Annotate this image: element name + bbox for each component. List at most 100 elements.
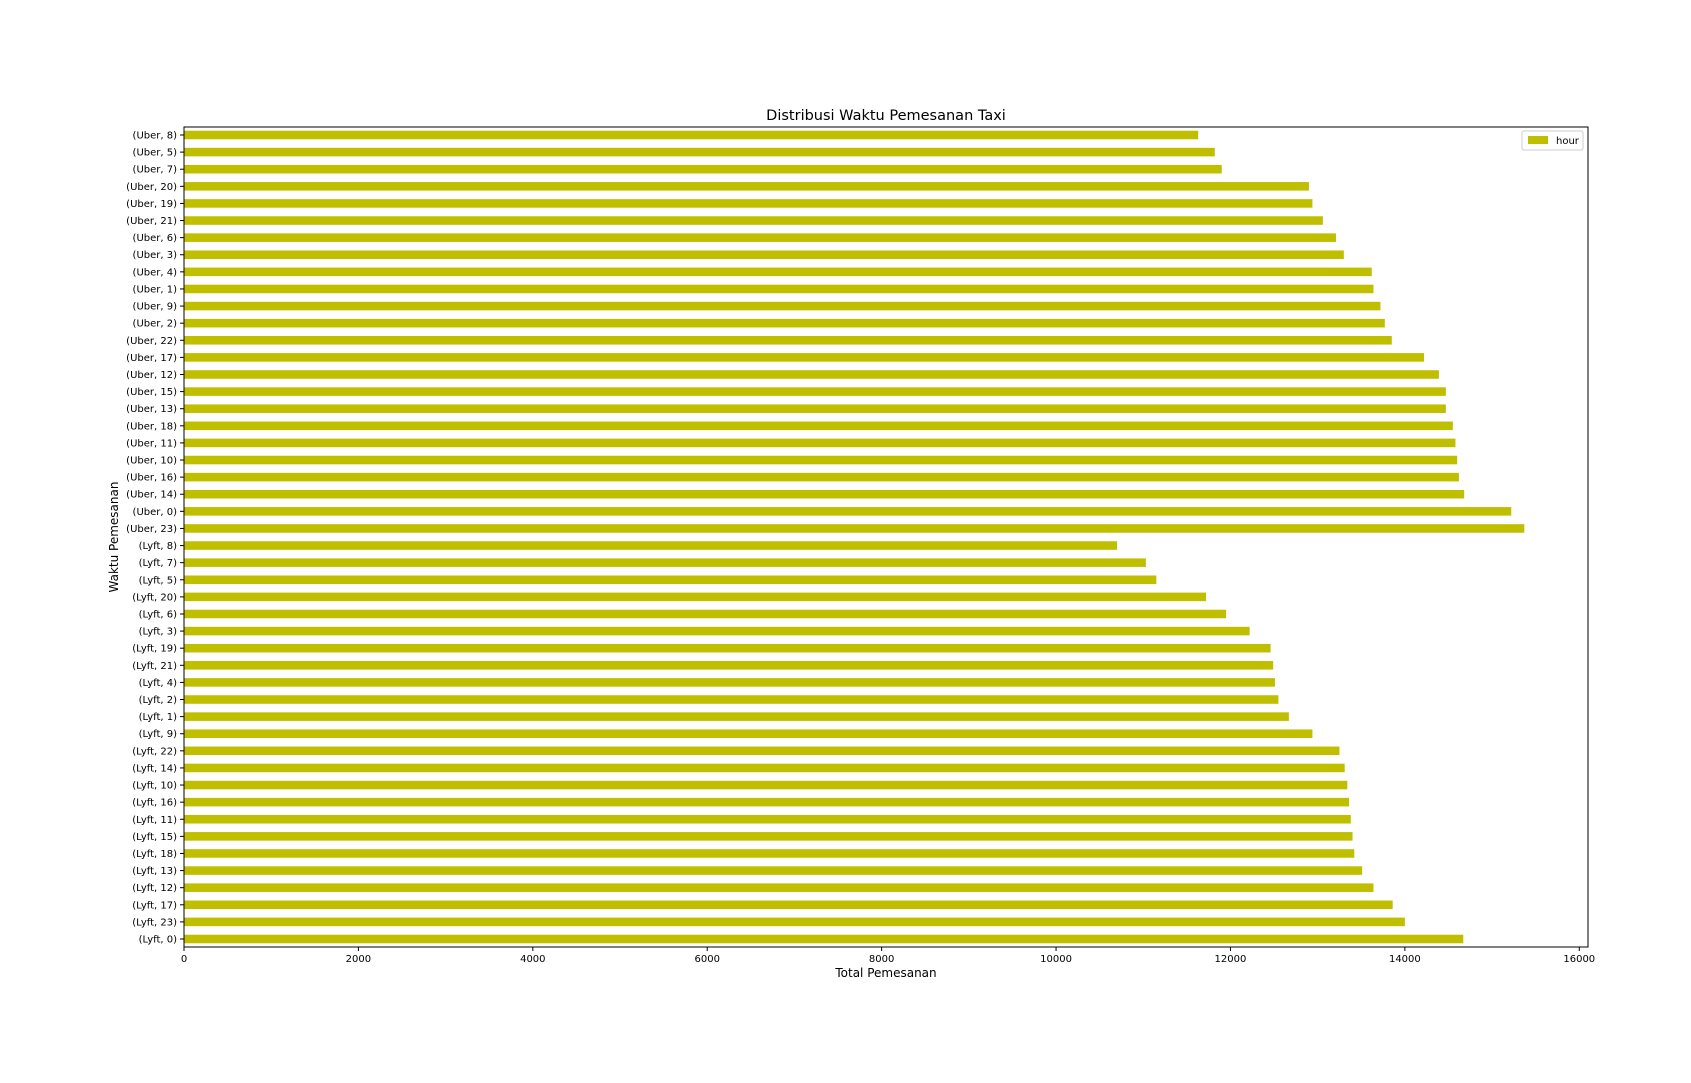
y-tick-label: (Uber, 21) bbox=[126, 216, 177, 227]
y-tick-label: (Lyft, 11) bbox=[132, 815, 177, 826]
bar bbox=[184, 164, 1222, 174]
bar bbox=[184, 130, 1199, 140]
y-tick-label: (Uber, 23) bbox=[126, 524, 177, 535]
bar bbox=[184, 558, 1146, 567]
y-tick-label: (Lyft, 16) bbox=[132, 798, 177, 809]
y-tick-label: (Uber, 18) bbox=[126, 421, 177, 432]
bar bbox=[184, 182, 1309, 191]
y-tick-label: (Uber, 22) bbox=[126, 336, 177, 347]
y-tick-label: (Uber, 1) bbox=[133, 284, 178, 295]
bar bbox=[184, 524, 1525, 533]
legend-swatch bbox=[1528, 136, 1548, 144]
y-tick-label: (Uber, 19) bbox=[126, 199, 177, 210]
bar bbox=[184, 575, 1157, 585]
bar bbox=[184, 832, 1353, 841]
bar bbox=[184, 250, 1344, 260]
bar bbox=[184, 883, 1374, 892]
y-tick-label: (Lyft, 15) bbox=[132, 832, 177, 843]
y-tick-label: (Uber, 7) bbox=[133, 165, 178, 176]
y-tick-label: (Uber, 3) bbox=[133, 250, 178, 261]
y-tick-label: (Lyft, 17) bbox=[132, 900, 177, 911]
bar bbox=[184, 900, 1393, 910]
bar bbox=[184, 199, 1313, 208]
y-tick-label: (Lyft, 5) bbox=[139, 575, 177, 586]
bar bbox=[184, 489, 1465, 499]
legend-label-hour: hour bbox=[1556, 136, 1580, 147]
bar bbox=[184, 318, 1385, 328]
y-tick-label: (Lyft, 0) bbox=[139, 935, 177, 946]
y-tick-label: (Lyft, 1) bbox=[139, 712, 177, 723]
y-tick-label: (Uber, 15) bbox=[126, 387, 177, 398]
x-tick-label: 0 bbox=[181, 954, 187, 965]
bar bbox=[184, 216, 1323, 225]
y-tick-label: (Uber, 13) bbox=[126, 404, 177, 415]
bar bbox=[184, 643, 1271, 653]
bar bbox=[184, 763, 1345, 773]
y-tick-label: (Lyft, 19) bbox=[132, 644, 177, 655]
y-tick-label: (Lyft, 13) bbox=[132, 866, 177, 877]
bar bbox=[184, 849, 1355, 858]
y-tick-label: (Lyft, 14) bbox=[132, 763, 177, 774]
bar bbox=[184, 438, 1456, 448]
y-tick-label: (Lyft, 21) bbox=[132, 661, 177, 672]
bar bbox=[184, 695, 1279, 704]
bar bbox=[184, 934, 1464, 944]
x-tick-label: 10000 bbox=[1040, 954, 1072, 965]
x-axis-label: Total Pemesanan bbox=[834, 966, 936, 980]
bar bbox=[184, 609, 1227, 619]
bar bbox=[184, 541, 1118, 550]
y-tick-label: (Lyft, 6) bbox=[139, 609, 177, 620]
bar bbox=[184, 626, 1250, 636]
y-tick-label: (Lyft, 7) bbox=[139, 558, 177, 569]
bar bbox=[184, 472, 1459, 482]
bar bbox=[184, 455, 1458, 465]
y-tick-label: (Lyft, 3) bbox=[139, 627, 177, 638]
x-tick-label: 4000 bbox=[520, 954, 545, 965]
y-tick-label: (Lyft, 22) bbox=[132, 746, 177, 757]
legend-box bbox=[1521, 130, 1584, 151]
bar bbox=[184, 797, 1350, 807]
bar bbox=[184, 267, 1372, 277]
y-tick-label: (Uber, 5) bbox=[133, 148, 178, 159]
y-tick-label: (Uber, 6) bbox=[133, 233, 178, 244]
y-tick-label: (Lyft, 23) bbox=[132, 917, 177, 928]
bar bbox=[184, 387, 1446, 396]
y-tick-label: (Lyft, 20) bbox=[132, 592, 177, 603]
bars-layer bbox=[184, 130, 1525, 944]
bar bbox=[184, 421, 1453, 431]
bar bbox=[184, 866, 1363, 875]
chart-title: Distribusi Waktu Pemesanan Taxi bbox=[766, 108, 1006, 124]
x-tick-label: 2000 bbox=[346, 954, 371, 965]
bar bbox=[184, 353, 1425, 362]
y-tick-label: (Lyft, 2) bbox=[139, 695, 177, 706]
bar bbox=[184, 661, 1274, 670]
y-tick-label: (Uber, 8) bbox=[133, 131, 178, 142]
y-tick-label: (Uber, 4) bbox=[133, 267, 178, 278]
y-tick-label: (Uber, 2) bbox=[133, 319, 178, 330]
x-tick-label: 12000 bbox=[1215, 954, 1247, 965]
y-tick-label: (Uber, 0) bbox=[133, 507, 178, 518]
x-tick-label: 8000 bbox=[869, 954, 894, 965]
bar bbox=[184, 712, 1289, 721]
bar bbox=[184, 678, 1275, 687]
y-tick-label: (Lyft, 9) bbox=[139, 729, 177, 740]
y-axis-ticks: (Uber, 8) (Uber, 5) (Uber, 7) (Uber, 20) (Ub… bbox=[126, 131, 184, 946]
y-tick-label: (Uber, 20) bbox=[126, 182, 177, 193]
y-tick-label: (Uber, 14) bbox=[126, 490, 177, 501]
x-tick-label: 6000 bbox=[695, 954, 720, 965]
bar bbox=[184, 284, 1374, 294]
bar bbox=[184, 592, 1207, 602]
y-tick-label: (Uber, 17) bbox=[126, 353, 177, 364]
plot-area-frame bbox=[183, 126, 1589, 948]
bar bbox=[184, 917, 1405, 927]
bar bbox=[184, 370, 1439, 379]
bar bbox=[184, 729, 1313, 738]
y-tick-label: (Uber, 16) bbox=[126, 473, 177, 484]
y-tick-label: (Uber, 12) bbox=[126, 370, 177, 381]
x-tick-label: 16000 bbox=[1563, 954, 1595, 965]
y-tick-label: (Lyft, 18) bbox=[132, 849, 177, 860]
bar bbox=[184, 233, 1336, 242]
y-tick-label: (Lyft, 12) bbox=[132, 883, 177, 894]
y-tick-label: (Uber, 10) bbox=[126, 456, 177, 467]
bar bbox=[184, 147, 1215, 157]
